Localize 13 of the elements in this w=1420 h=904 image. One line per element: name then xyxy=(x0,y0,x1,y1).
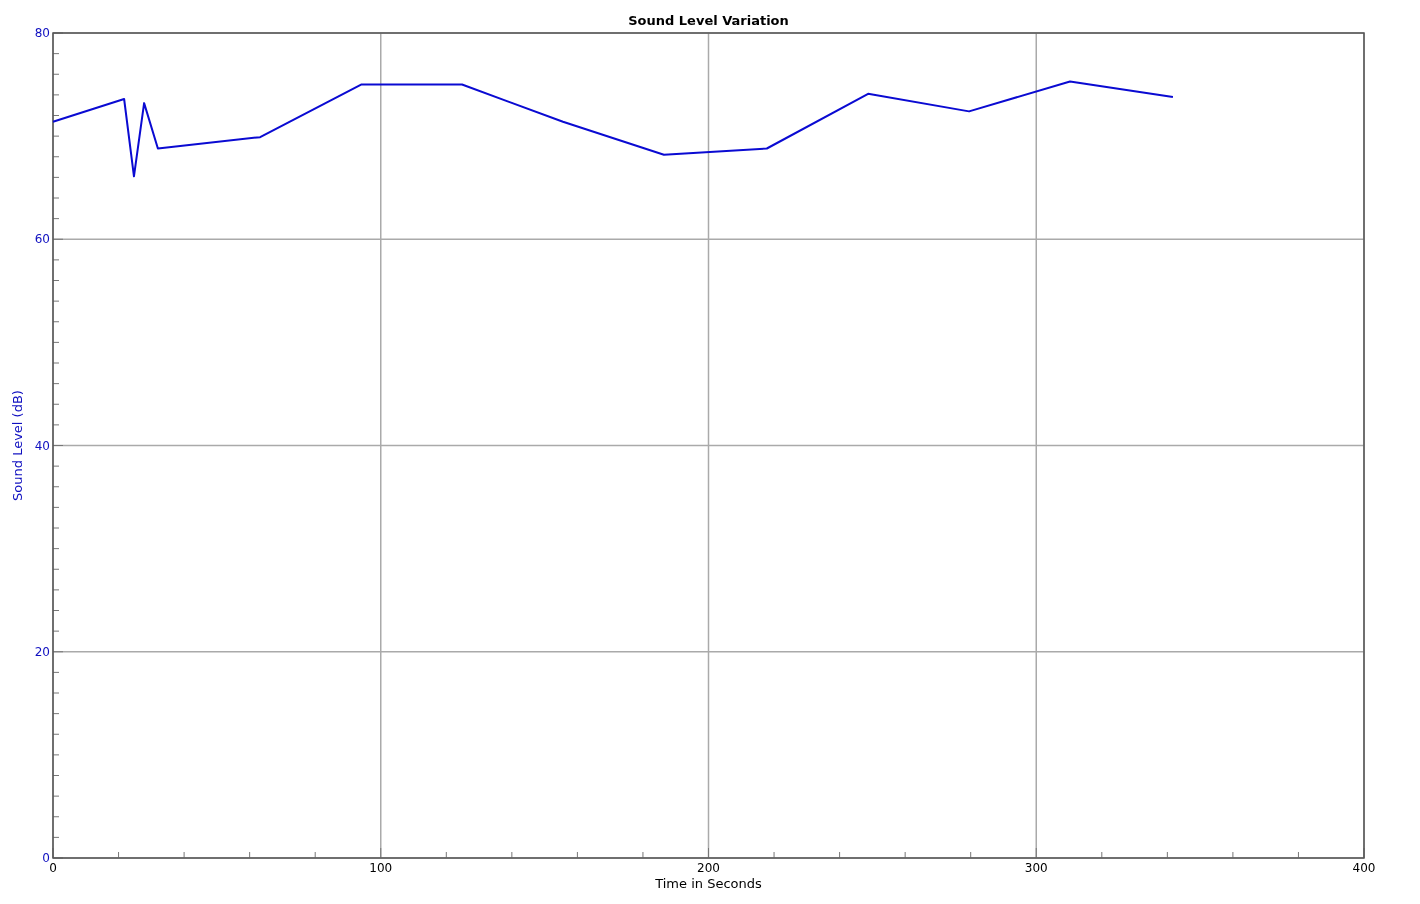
y-tick-label: 40 xyxy=(34,438,50,453)
x-tick-label: 400 xyxy=(1352,861,1376,875)
y-tick-label: 80 xyxy=(34,26,50,40)
y-axis-title: Sound Level (dB) xyxy=(10,390,25,501)
chart-title: Sound Level Variation xyxy=(628,13,789,28)
x-axis-title: Time in Seconds xyxy=(654,876,762,891)
line-series xyxy=(52,80,1174,178)
y-tick-label: 60 xyxy=(34,232,50,247)
x-tick-label: 300 xyxy=(1024,861,1048,875)
x-tick-label: 200 xyxy=(697,861,720,875)
y-tick-label: 20 xyxy=(34,644,50,659)
y-tick-label: 0 xyxy=(42,851,50,865)
x-tick-label: 100 xyxy=(369,861,393,875)
